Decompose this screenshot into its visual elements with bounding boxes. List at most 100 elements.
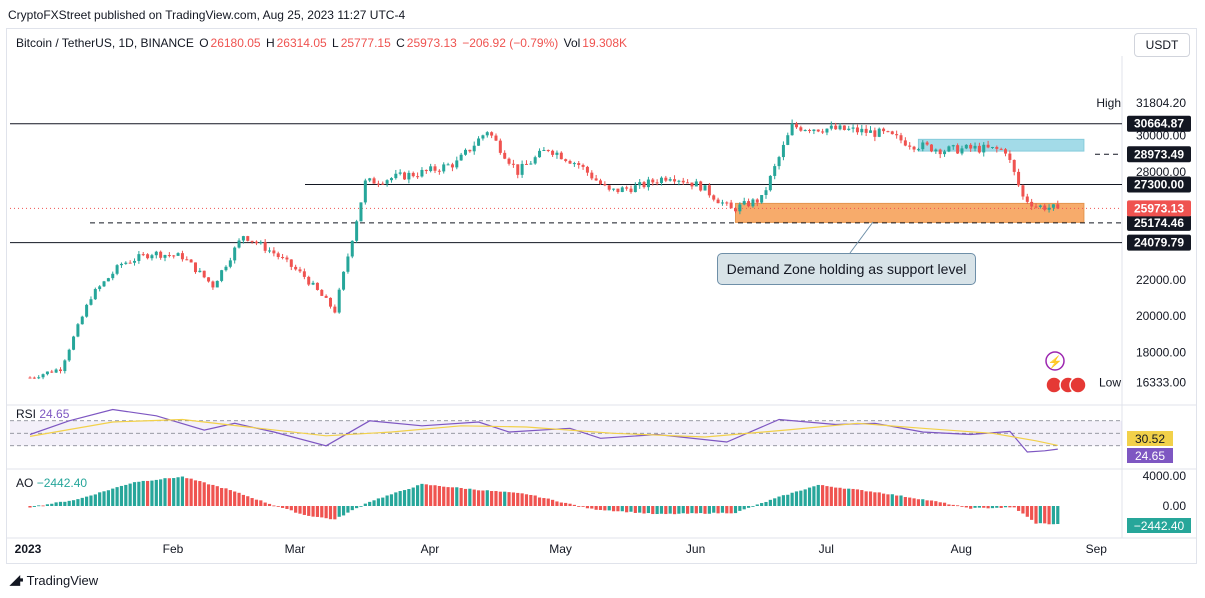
ao-bar bbox=[307, 506, 311, 516]
ao-bar bbox=[124, 484, 128, 506]
lightning-glyph: ⚡ bbox=[1048, 355, 1063, 369]
ao-bar bbox=[838, 487, 842, 506]
candle-body bbox=[943, 151, 947, 155]
ao-bar bbox=[999, 506, 1003, 508]
candle-body bbox=[929, 144, 933, 152]
candle-body bbox=[1051, 204, 1055, 208]
ao-bar bbox=[224, 488, 228, 506]
candle-body bbox=[925, 142, 929, 145]
ao-bar bbox=[742, 506, 746, 510]
currency-button[interactable]: USDT bbox=[1134, 33, 1190, 57]
candle-body bbox=[533, 157, 537, 164]
candle-body bbox=[821, 131, 825, 133]
candle-body bbox=[720, 202, 724, 204]
candle-body bbox=[751, 199, 755, 207]
ao-bar bbox=[529, 494, 533, 506]
volume-key: Vol bbox=[563, 36, 581, 50]
candle-body bbox=[433, 166, 437, 171]
ao-bar bbox=[812, 486, 816, 506]
candle-body bbox=[80, 316, 84, 325]
ao-bar bbox=[490, 491, 494, 506]
ao-bar bbox=[498, 491, 502, 506]
candle-body bbox=[468, 149, 472, 152]
candle-body bbox=[193, 262, 197, 273]
candle-body bbox=[180, 253, 184, 260]
ao-bar bbox=[145, 480, 150, 506]
candle-body bbox=[655, 182, 659, 184]
ao-bar bbox=[664, 506, 668, 515]
candle-body bbox=[768, 175, 772, 191]
ao-bar bbox=[507, 492, 511, 506]
ao-bar bbox=[581, 506, 585, 507]
rsi-tag-label: 24.65 bbox=[1135, 449, 1165, 463]
candle-body bbox=[673, 179, 677, 182]
ao-bar bbox=[677, 506, 681, 514]
ao-bar bbox=[198, 481, 202, 506]
ao-bar bbox=[381, 497, 385, 506]
ao-bar bbox=[1043, 506, 1047, 524]
time-axis-label: 2023 bbox=[15, 542, 42, 556]
tradingview-logo[interactable]: ◢▪ TradingView bbox=[10, 572, 98, 588]
ao-bar bbox=[376, 498, 380, 506]
ao-bar bbox=[89, 495, 93, 506]
candle-body bbox=[742, 201, 746, 205]
ao-bar bbox=[459, 487, 463, 506]
tradingview-mark-icon: ◢▪ bbox=[10, 572, 24, 587]
ao-bar bbox=[424, 484, 428, 506]
candle-body bbox=[503, 152, 507, 159]
candle-body bbox=[699, 181, 703, 191]
level-tag bbox=[1127, 214, 1191, 231]
ao-bar bbox=[520, 493, 524, 506]
tradingview-brand: TradingView bbox=[26, 572, 99, 588]
candle-body bbox=[951, 145, 955, 147]
candle-body bbox=[969, 144, 973, 149]
ao-bar bbox=[942, 502, 947, 506]
candle-body bbox=[607, 185, 611, 190]
ao-bar bbox=[982, 506, 986, 508]
candle-body bbox=[638, 182, 642, 186]
ao-bar bbox=[799, 490, 803, 506]
ao-bar bbox=[115, 487, 119, 506]
ao-bar bbox=[956, 505, 960, 507]
candle-body bbox=[538, 150, 542, 158]
ao-bar bbox=[864, 491, 868, 506]
ao-bar bbox=[189, 478, 193, 506]
ao-bar bbox=[764, 501, 768, 506]
ao-bar bbox=[320, 506, 324, 518]
candle-body bbox=[368, 178, 372, 181]
candle-body bbox=[324, 295, 328, 298]
ao-bar bbox=[185, 478, 189, 506]
ao-bar bbox=[729, 506, 733, 514]
candle-body bbox=[211, 281, 215, 288]
candle-body bbox=[494, 135, 498, 141]
current-price-tag bbox=[1127, 200, 1191, 217]
candle-body bbox=[350, 240, 354, 257]
ao-bar bbox=[389, 494, 394, 506]
candle-body bbox=[629, 188, 633, 193]
ao-bar bbox=[755, 504, 759, 506]
level-tag bbox=[1127, 146, 1191, 163]
candle-body bbox=[568, 160, 572, 164]
publisher-line: CryptoFXStreet published on TradingView.… bbox=[8, 8, 406, 22]
ao-bar bbox=[733, 506, 738, 514]
candle-body bbox=[464, 149, 467, 155]
ao-bar bbox=[102, 491, 106, 506]
candle-body bbox=[477, 138, 481, 146]
high-marker-label: High bbox=[1096, 96, 1121, 110]
ao-bar bbox=[1056, 506, 1060, 525]
ao-bar bbox=[254, 499, 259, 506]
ao-axis-tick: 0.00 bbox=[1163, 499, 1187, 513]
ao-bar bbox=[481, 490, 485, 506]
candle-body bbox=[977, 145, 981, 153]
ao-bar bbox=[76, 499, 80, 506]
candle-body bbox=[124, 262, 128, 264]
candle-body bbox=[102, 281, 106, 287]
candle-body bbox=[747, 201, 751, 207]
level-label: 30664.87 bbox=[1134, 117, 1184, 131]
candle-body bbox=[37, 377, 41, 379]
ao-bar bbox=[990, 506, 995, 509]
candle-body bbox=[115, 265, 119, 274]
candle-body bbox=[154, 251, 158, 256]
candle-body bbox=[664, 177, 668, 181]
ao-bar bbox=[620, 506, 624, 512]
